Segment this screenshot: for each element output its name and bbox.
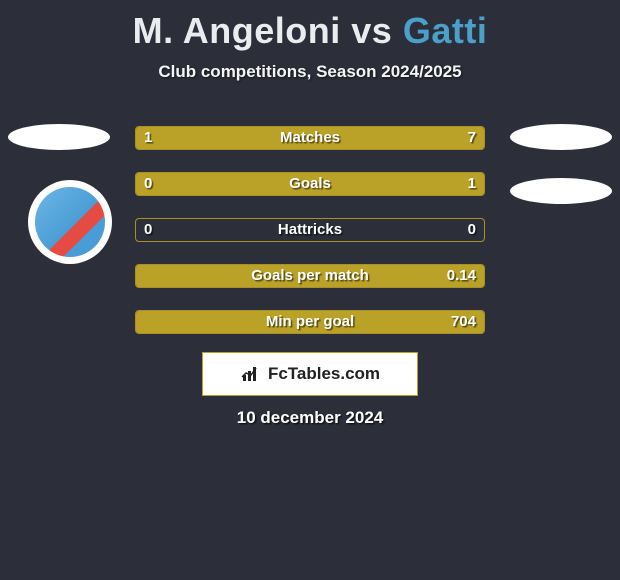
- bar-label: Goals: [136, 175, 484, 192]
- stat-bar: Goals0 1: [135, 172, 485, 196]
- player1-team-badge: [28, 180, 112, 264]
- stat-bar: Matches1 7: [135, 126, 485, 150]
- player1-name: M. Angeloni: [133, 10, 341, 51]
- bar-value-left: 1: [144, 129, 152, 146]
- bar-label: Hattricks: [136, 221, 484, 238]
- player2-avatar: [510, 124, 612, 150]
- player2-name: Gatti: [403, 10, 488, 51]
- bar-value-right: 0.14: [447, 267, 476, 284]
- brand-text: FcTables.com: [268, 364, 380, 384]
- brand-chart-icon: [240, 365, 262, 383]
- stat-bar: Goals per match0.14: [135, 264, 485, 288]
- comparison-title: M. Angeloni vs Gatti: [0, 0, 620, 52]
- bar-value-left: 0: [144, 221, 152, 238]
- stat-bar: Min per goal704: [135, 310, 485, 334]
- bar-value-left: 0: [144, 175, 152, 192]
- brand-box[interactable]: FcTables.com: [202, 352, 418, 396]
- bar-value-right: 0: [468, 221, 476, 238]
- bar-value-right: 704: [451, 313, 476, 330]
- vs-text: vs: [351, 10, 392, 51]
- team-badge-graphic: [35, 187, 105, 257]
- stat-bar: Hattricks0 0: [135, 218, 485, 242]
- player2-team-pill: [510, 178, 612, 204]
- bar-value-right: 1: [468, 175, 476, 192]
- bar-label: Goals per match: [136, 267, 484, 284]
- stat-bars-container: Matches17Goals01Hattricks00Goals per mat…: [135, 126, 485, 356]
- subtitle: Club competitions, Season 2024/2025: [0, 62, 620, 82]
- player1-avatar: [8, 124, 110, 150]
- bar-value-right: 7: [468, 129, 476, 146]
- bar-label: Min per goal: [136, 313, 484, 330]
- date-line: 10 december 2024: [0, 408, 620, 428]
- bar-label: Matches: [136, 129, 484, 146]
